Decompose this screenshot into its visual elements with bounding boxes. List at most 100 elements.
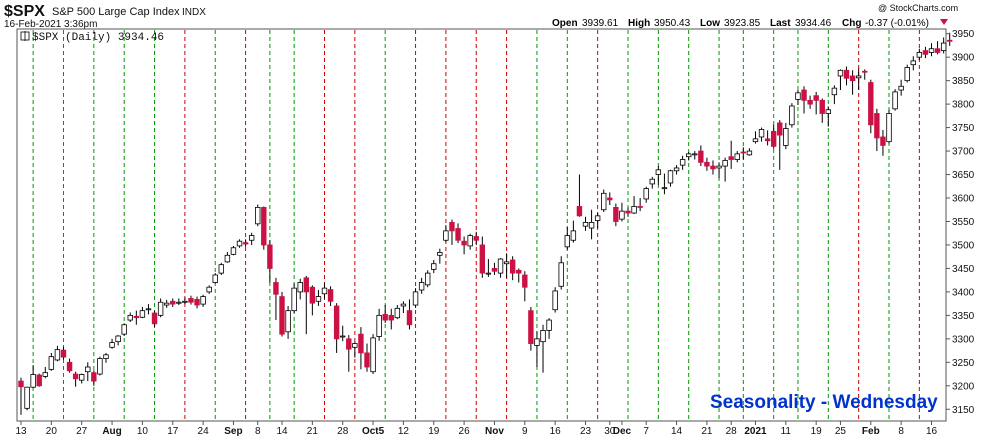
- x-tick-label: 12: [398, 426, 410, 437]
- candle: [813, 91, 819, 115]
- candle: [752, 131, 759, 144]
- candle: [230, 245, 237, 256]
- candle: [789, 103, 795, 128]
- candle-body-down: [819, 99, 825, 114]
- candle: [777, 120, 783, 170]
- candle-body-down: [60, 349, 67, 358]
- candle-body-up: [418, 282, 425, 291]
- candle: [582, 216, 589, 231]
- candle: [461, 236, 467, 255]
- datetime: 16-Feb-2021 3:36pm: [4, 19, 97, 30]
- candle-body-down: [764, 138, 771, 142]
- candle-body-down: [346, 338, 352, 350]
- y-tick-label: 3850: [952, 76, 975, 87]
- candle: [728, 140, 734, 169]
- last-value: 3934.46: [795, 18, 832, 29]
- candle: [30, 365, 36, 389]
- candle: [437, 248, 443, 264]
- candle: [273, 277, 279, 321]
- x-tick-label: 26: [459, 426, 471, 437]
- candle: [940, 37, 947, 54]
- x-tick-label: 19: [428, 426, 440, 437]
- y-tick-label: 3650: [952, 170, 975, 181]
- candle-body-down: [862, 70, 868, 73]
- candle: [497, 258, 504, 278]
- x-tick-label: 23: [580, 426, 592, 437]
- candle: [224, 251, 231, 263]
- candle-body-up: [588, 222, 595, 229]
- candle: [509, 256, 516, 281]
- x-axis: 13 20 27 Aug 10 17 24 Sep 8 14 21 28 Oct5 12 19 26 Nov 9 1…: [15, 421, 937, 437]
- candle-body-up: [789, 105, 795, 126]
- candle: [947, 32, 953, 46]
- y-tick-label: 3400: [952, 287, 975, 298]
- candle: [892, 89, 898, 111]
- candle-body-down: [698, 150, 704, 163]
- candle-body-down: [388, 314, 394, 321]
- x-tick-label: 24: [198, 426, 210, 437]
- candle-body-down: [66, 361, 73, 372]
- y-tick-label: 3250: [952, 358, 975, 369]
- x-tick-label: 2021: [744, 426, 767, 437]
- candle: [79, 373, 85, 384]
- candle-body-up: [497, 258, 504, 274]
- candle: [667, 169, 674, 187]
- candle: [679, 155, 686, 170]
- candle-body-up: [139, 310, 146, 318]
- y-tick-label: 3500: [952, 240, 975, 251]
- candle-body-up: [394, 307, 401, 319]
- candle: [807, 95, 813, 109]
- candle: [315, 290, 322, 306]
- candle-body-up: [649, 178, 655, 185]
- candle-body-up: [831, 87, 838, 96]
- candle: [449, 219, 455, 245]
- candle: [163, 299, 170, 308]
- candle-body-down: [449, 222, 455, 232]
- candle-body-down: [704, 161, 710, 167]
- candle: [516, 268, 522, 283]
- candle: [406, 299, 413, 330]
- candle: [534, 331, 540, 368]
- candle: [522, 271, 528, 302]
- candle: [424, 270, 431, 288]
- seasonality-annotation: Seasonality - Wednesday: [710, 392, 938, 413]
- legend: $SPX (Daily) 3934.46: [20, 31, 164, 44]
- candle-body-up: [103, 354, 109, 359]
- plot-area: [16, 28, 947, 422]
- candle-body-up: [716, 165, 722, 169]
- candle-body-down: [309, 286, 316, 304]
- candle: [552, 287, 558, 313]
- candle-body-up: [30, 374, 36, 388]
- candle-body-up: [127, 314, 133, 321]
- candle-body-up: [655, 169, 662, 175]
- candle: [758, 127, 765, 142]
- candle: [649, 176, 655, 189]
- candle: [934, 41, 941, 55]
- candle-body-up: [752, 138, 759, 143]
- candle-body-up: [898, 85, 904, 91]
- candle-body-up: [236, 240, 243, 247]
- candle: [825, 106, 832, 127]
- candle: [24, 386, 30, 411]
- candle: [485, 259, 492, 277]
- candle-body-up: [200, 296, 206, 305]
- candle-body-down: [364, 352, 370, 368]
- y-tick-label: 3150: [952, 405, 975, 416]
- candle: [18, 377, 24, 415]
- candle-body-up: [643, 188, 649, 200]
- candle: [764, 130, 771, 146]
- candle: [412, 288, 419, 308]
- candle-body-down: [874, 113, 880, 139]
- candle-body-up: [758, 129, 765, 138]
- candle-body-up: [904, 67, 910, 82]
- candle: [570, 220, 577, 243]
- exchange: INDX: [182, 7, 206, 18]
- candle-body-up: [412, 291, 419, 306]
- candle: [783, 122, 789, 150]
- candle: [637, 198, 643, 212]
- candle-body-up: [218, 264, 225, 274]
- candle: [843, 66, 850, 86]
- candle: [333, 303, 340, 353]
- candle: [321, 282, 328, 299]
- candle-body-down: [849, 75, 856, 82]
